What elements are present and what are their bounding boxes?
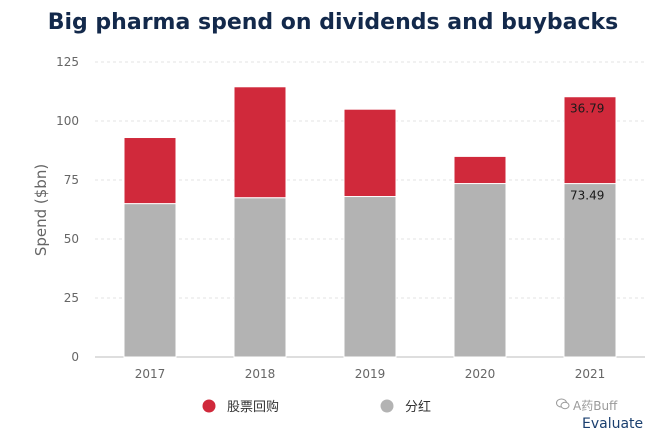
bar-segment (233, 86, 287, 199)
bar-segment (123, 137, 177, 205)
x-tick-label: 2018 (245, 367, 276, 381)
data-label: 73.49 (570, 189, 604, 203)
x-tick-label: 2017 (135, 367, 166, 381)
legend: 股票回购 分红 (202, 399, 431, 415)
legend-marker (202, 399, 216, 413)
bars (123, 86, 617, 358)
bar-segment (563, 183, 617, 358)
brand-logo-text: Evaluate (582, 416, 644, 432)
x-tick-label: 2019 (355, 367, 386, 381)
bar-segment (343, 196, 397, 358)
bar-segment (563, 96, 617, 185)
chart-title: Big pharma spend on dividends and buybac… (47, 10, 619, 35)
legend-marker (380, 399, 394, 413)
x-axis-ticks: 2017 2018 2019 2020 2021 (135, 367, 606, 381)
y-tick-label: 25 (64, 291, 79, 305)
y-tick-label: 0 (71, 350, 79, 364)
data-label: 36.79 (570, 102, 604, 116)
wechat-icon (556, 398, 570, 413)
legend-label: 股票回购 (227, 399, 279, 415)
y-tick-label: 125 (56, 55, 79, 69)
x-tick-label: 2021 (575, 367, 606, 381)
y-axis-label: Spend ($bn) (32, 164, 50, 256)
y-axis-ticks: 0 25 50 75 100 125 (56, 55, 79, 364)
x-tick-label: 2020 (465, 367, 496, 381)
y-tick-label: 50 (64, 232, 79, 246)
watermark: A药Buff (556, 397, 617, 414)
bar-segment (453, 155, 507, 185)
bar-segment (233, 197, 287, 358)
y-tick-label: 75 (64, 173, 79, 187)
data-labels: 36.79 73.49 (570, 102, 604, 203)
watermark-text: A药Buff (573, 399, 618, 413)
y-tick-label: 100 (56, 114, 79, 128)
bar-segment (123, 203, 177, 358)
bar-segment (453, 183, 507, 358)
legend-label: 分红 (405, 399, 431, 415)
gridlines (95, 61, 645, 358)
bar-segment (343, 108, 397, 198)
